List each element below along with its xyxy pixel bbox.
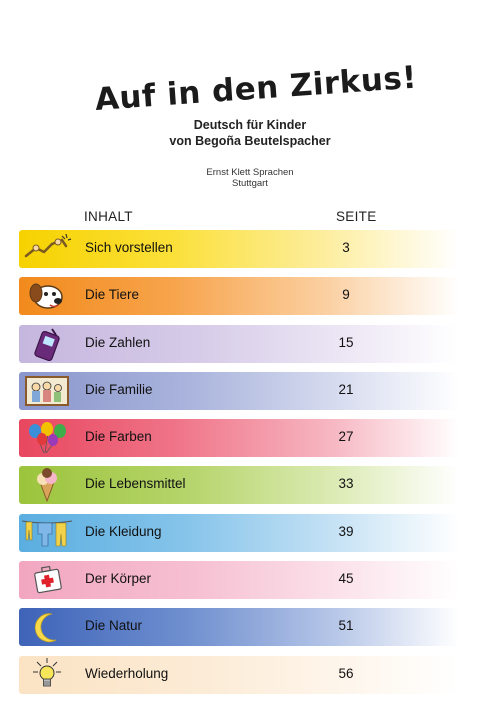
phone-icon — [19, 325, 75, 363]
toc-row-label: Wiederholung — [85, 665, 169, 681]
toc-row-sich-vorstellen[interactable]: Sich vorstellen 3 — [19, 230, 459, 268]
toc-row-label: Die Farben — [85, 429, 152, 445]
toc-row-die-lebensmittel[interactable]: Die Lebensmittel 33 — [19, 466, 459, 505]
toc-row-die-natur[interactable]: Die Natur 51 — [19, 608, 459, 647]
balloons-icon — [19, 419, 75, 457]
ice-cream-icon — [19, 466, 75, 504]
toc-row-page: 39 — [338, 523, 354, 539]
toc-row-page: 15 — [338, 334, 354, 350]
book-author: von Begoña Beutelspacher — [169, 134, 331, 148]
toc-row-page: 9 — [342, 287, 350, 303]
toc-header-page: SEITE — [336, 209, 377, 224]
clothesline-icon — [19, 514, 75, 552]
toc-row-die-familie[interactable]: Die Familie 21 — [19, 371, 459, 410]
toc-row-die-zahlen[interactable]: Die Zahlen 15 — [19, 324, 459, 363]
toc-row-page: 21 — [338, 381, 354, 397]
toc-row-die-kleidung[interactable]: Die Kleidung 39 — [19, 513, 459, 552]
toc-row-page: 51 — [338, 618, 354, 634]
toc-row-der-koerper[interactable]: Der Körper 45 — [19, 561, 459, 600]
book-title: Auf in den Zirkus! — [93, 59, 419, 118]
toc-row-label: Die Familie — [85, 381, 153, 397]
toc-row-page: 33 — [338, 476, 354, 492]
table-of-contents: Sich vorstellen 3 Die Tiere 9 Die Zahlen — [19, 230, 459, 703]
book-subtitle: Deutsch für Kinder — [193, 118, 307, 132]
handshake-icon — [19, 230, 75, 268]
toc-row-label: Der Körper — [85, 571, 152, 587]
toc-row-die-tiere[interactable]: Die Tiere 9 — [19, 277, 459, 316]
publisher-name: Ernst Klett Sprachen — [206, 167, 294, 178]
publisher-city: Stuttgart — [232, 178, 268, 189]
toc-row-page: 45 — [338, 571, 354, 587]
toc-row-label: Die Zahlen — [85, 334, 151, 350]
dog-icon — [19, 277, 75, 315]
toc-row-page: 27 — [338, 429, 354, 445]
toc-row-page: 56 — [338, 665, 354, 681]
toc-row-page: 3 — [342, 240, 350, 255]
lightbulb-icon — [19, 656, 75, 694]
toc-header-contents: INHALT — [84, 209, 133, 224]
toc-row-die-farben[interactable]: Die Farben 27 — [19, 419, 459, 458]
first-aid-kit-icon — [19, 561, 75, 599]
toc-row-label: Sich vorstellen — [85, 240, 173, 255]
moon-icon — [19, 608, 75, 646]
toc-row-label: Die Natur — [85, 618, 143, 634]
toc-row-label: Die Tiere — [85, 287, 140, 303]
toc-row-label: Die Kleidung — [85, 523, 162, 539]
family-picture-icon — [19, 372, 75, 410]
toc-row-label: Die Lebensmittel — [85, 476, 186, 492]
toc-row-wiederholung[interactable]: Wiederholung 56 — [19, 655, 459, 694]
